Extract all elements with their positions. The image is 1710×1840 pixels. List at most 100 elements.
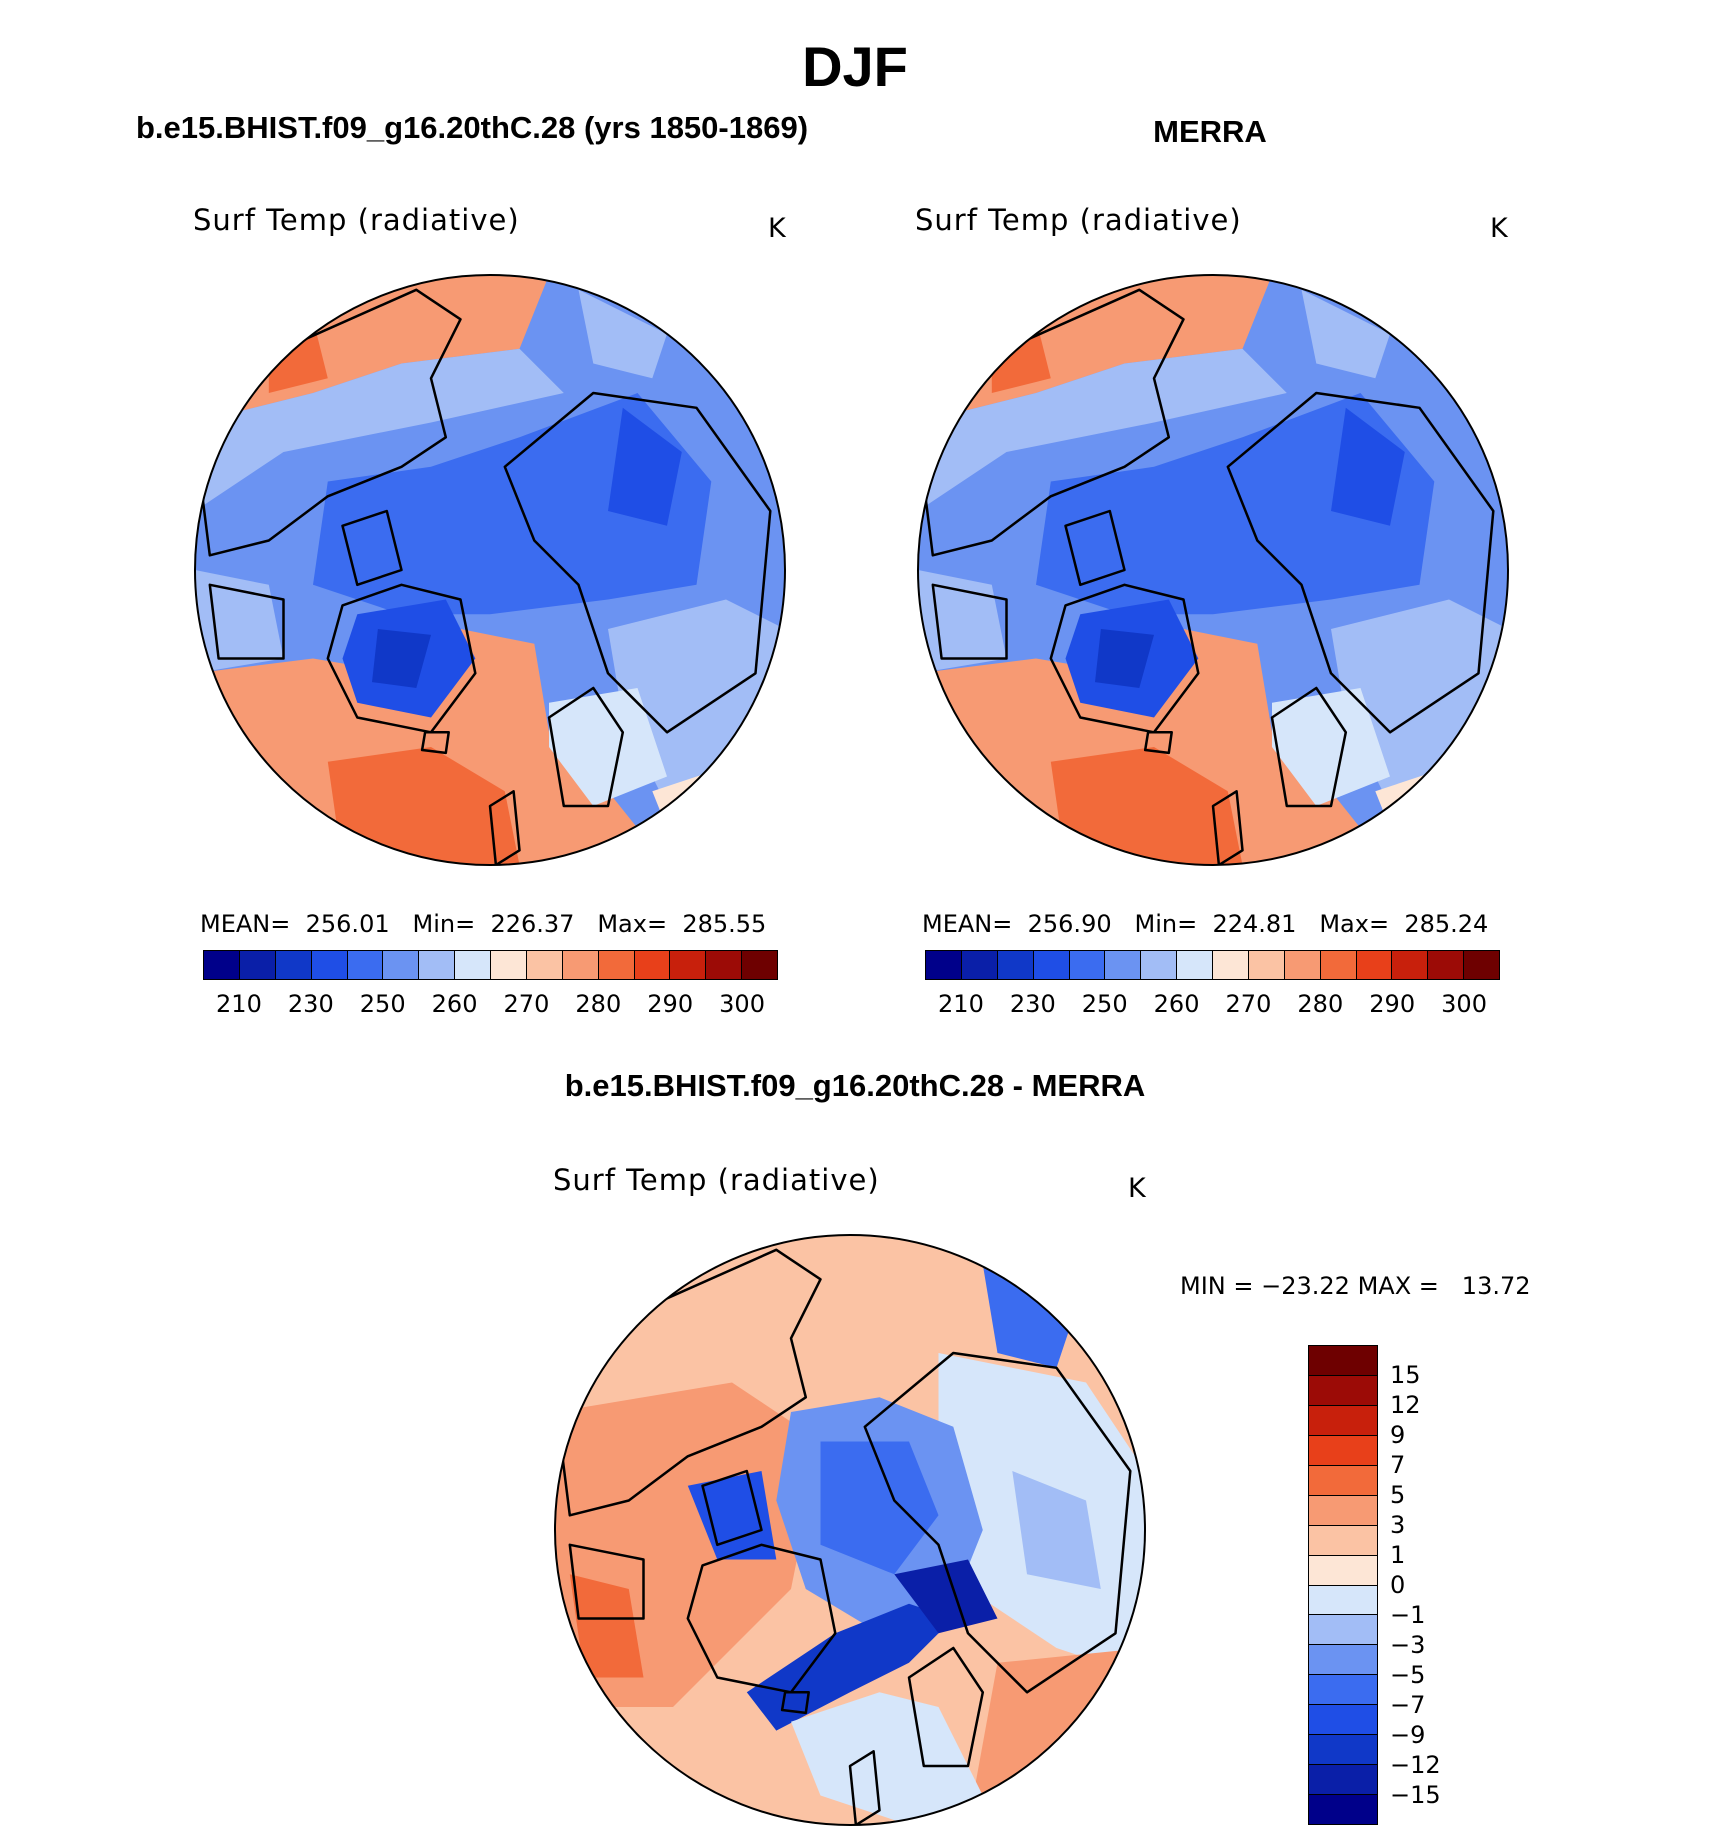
left-colorbar-swatch [419, 951, 456, 979]
diff-field-light-siberia [1012, 1471, 1101, 1589]
left-panel-title: b.e15.BHIST.f09_g16.20thC.28 (yrs 1850-1… [136, 110, 809, 145]
diff-colorbar-swatch [1309, 1465, 1377, 1496]
diff-min-value: −23.22 [1261, 1272, 1350, 1300]
left-unit-label: K [768, 213, 786, 244]
diff-land-iceland [780, 1691, 810, 1715]
right-mean-value: 256.90 [1027, 910, 1112, 938]
left-land-greenland [326, 583, 477, 734]
right-field-light-alaska [1301, 289, 1390, 379]
diff-colorbar-swatch [1309, 1555, 1377, 1586]
left-colorbar-swatch [706, 951, 743, 979]
left-colorbar-tick: 230 [287, 990, 334, 1018]
left-colorbar-swatch [275, 951, 312, 979]
left-max-value: 285.55 [682, 910, 767, 938]
diff-field-pale-north-atlantic [791, 1692, 983, 1825]
left-field-light-north-pacific [195, 348, 564, 511]
left-map-boundary [194, 274, 786, 866]
diff-colorbar-swatch [1309, 1346, 1377, 1376]
right-field-colder-siberia [1331, 407, 1405, 526]
diff-field-cold-archipelago [687, 1471, 777, 1560]
diff-colorbar-tick: −1 [1390, 1601, 1426, 1629]
diff-colorbar-swatch [1309, 1795, 1377, 1824]
right-colorbar-swatch [1284, 951, 1321, 979]
right-colorbar-tick: 290 [1369, 990, 1416, 1018]
left-max-label: Max= [597, 910, 668, 938]
diff-colorbar-tick: −9 [1390, 1721, 1426, 1749]
right-land-greenland [1049, 583, 1200, 734]
diff-land-eurasia [863, 1351, 1132, 1694]
left-colorbar-swatch [383, 951, 420, 979]
right-min-label: Min= [1134, 910, 1198, 938]
diff-field-cold-greenland-sea [746, 1603, 954, 1731]
right-variable-label: Surf Temp (radiative) [915, 203, 1242, 237]
right-field-light-north-pacific [918, 348, 1287, 511]
right-map-boundary [917, 274, 1509, 866]
left-colorbar-tick: 210 [216, 990, 262, 1018]
right-colorbar-swatch [1248, 951, 1285, 979]
left-land-hudson-bay-shore [208, 583, 285, 660]
diff-colorbar-swatch [1309, 1405, 1377, 1436]
diff-colorbar-tick: 3 [1390, 1511, 1406, 1539]
diff-colorbar-tick: −3 [1390, 1631, 1426, 1659]
left-land-british-isles [488, 790, 521, 865]
diff-land-hudson-bay-shore [568, 1543, 645, 1620]
diff-stats: MIN = −23.22 MAX = 13.72 [1180, 1272, 1531, 1300]
left-colorbar-tick: 300 [719, 990, 765, 1018]
diff-colorbar-tick: 15 [1390, 1361, 1421, 1389]
right-colorbar-swatch [961, 951, 998, 979]
left-colorbar-tick: 290 [647, 990, 694, 1018]
left-colorbar [203, 950, 778, 980]
diff-colorbar-swatch [1309, 1375, 1377, 1406]
left-colorbar-swatch [742, 951, 777, 979]
left-colorbar-swatch [491, 951, 527, 979]
left-colorbar-swatch [311, 951, 348, 979]
right-colorbar-tick: 250 [1081, 990, 1128, 1018]
left-field-coldest-greenland [372, 629, 431, 688]
diff-map-field [555, 1235, 1145, 1825]
left-colorbar-swatch [598, 951, 635, 979]
right-land-hudson-bay-shore [931, 583, 1008, 660]
left-colorbar-tick: 260 [431, 990, 478, 1018]
right-colorbar-swatch [1464, 951, 1499, 979]
diff-map-boundary [554, 1234, 1146, 1826]
diff-field-coldest-barents [894, 1559, 998, 1634]
right-colorbar-swatch [1428, 951, 1465, 979]
right-colorbar-swatch [1141, 951, 1178, 979]
right-map-field [918, 275, 1508, 865]
left-colorbar-swatch [562, 951, 599, 979]
right-colorbar-swatch [1033, 951, 1070, 979]
diff-colorbar-swatch [1309, 1735, 1377, 1766]
left-min-value: 226.37 [490, 910, 575, 938]
left-land-scandinavia [547, 686, 625, 808]
right-colorbar-tick: 280 [1297, 990, 1344, 1018]
right-field-hot-atlantic [1050, 747, 1243, 865]
diff-colorbar-tick: −5 [1390, 1661, 1426, 1689]
left-colorbar-tick: 280 [575, 990, 622, 1018]
diff-colorbar-swatch [1309, 1675, 1377, 1706]
right-colorbar-swatch [926, 951, 962, 979]
diff-land-canadian-archipelago [701, 1469, 763, 1547]
left-colorbar-swatch [634, 951, 671, 979]
right-colorbar-swatch [1105, 951, 1142, 979]
left-stats: MEAN= 256.01 Min= 226.37 Max= 285.55 [200, 910, 766, 938]
diff-colorbar-tick: 5 [1390, 1481, 1406, 1509]
diff-colorbar-swatch [1309, 1435, 1377, 1466]
left-colorbar-swatch [670, 951, 707, 979]
diff-colorbar [1308, 1345, 1378, 1825]
left-colorbar-swatch [239, 951, 276, 979]
right-colorbar-swatch [1069, 951, 1106, 979]
left-colorbar-swatch [455, 951, 491, 979]
left-colorbar-swatch [347, 951, 384, 979]
diff-colorbar-swatch [1309, 1615, 1377, 1646]
right-max-label: Max= [1319, 910, 1390, 938]
left-colorbar-tick: 270 [503, 990, 550, 1018]
diff-colorbar-swatch [1309, 1495, 1377, 1526]
right-land-eurasia [1226, 391, 1495, 734]
left-field-hot-atlantic [327, 747, 520, 865]
left-colorbar-tick: 250 [359, 990, 406, 1018]
diff-colorbar-swatch [1309, 1585, 1377, 1616]
right-colorbar-swatch [1213, 951, 1249, 979]
right-field-cold-arctic [1036, 393, 1435, 615]
diff-colorbar-tick: 7 [1390, 1451, 1406, 1479]
